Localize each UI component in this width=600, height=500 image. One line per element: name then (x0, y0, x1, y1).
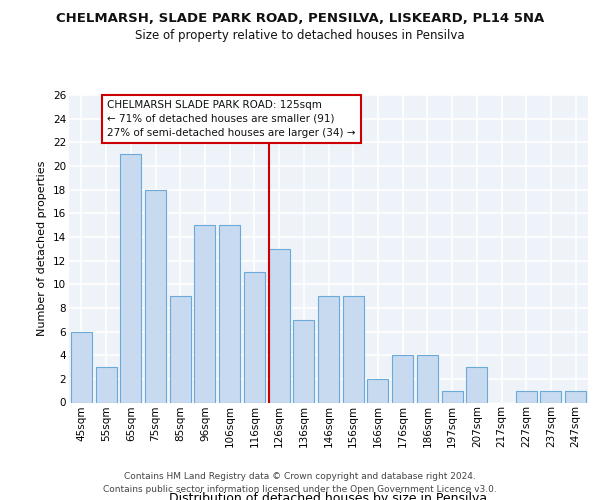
Bar (565, 390, 586, 402)
Bar (442, 390, 463, 402)
Bar (293, 320, 314, 402)
Bar (541, 390, 562, 402)
Bar (318, 296, 339, 403)
Bar (219, 225, 240, 402)
Bar (120, 154, 141, 402)
Bar (392, 355, 413, 403)
Bar (516, 390, 537, 402)
Text: Size of property relative to detached houses in Pensilva: Size of property relative to detached ho… (135, 29, 465, 42)
Bar (145, 190, 166, 402)
Bar (343, 296, 364, 403)
Text: Contains HM Land Registry data © Crown copyright and database right 2024.
Contai: Contains HM Land Registry data © Crown c… (103, 472, 497, 494)
Y-axis label: Number of detached properties: Number of detached properties (37, 161, 47, 336)
Text: CHELMARSH, SLADE PARK ROAD, PENSILVA, LISKEARD, PL14 5NA: CHELMARSH, SLADE PARK ROAD, PENSILVA, LI… (56, 12, 544, 26)
Text: CHELMARSH SLADE PARK ROAD: 125sqm
← 71% of detached houses are smaller (91)
27% : CHELMARSH SLADE PARK ROAD: 125sqm ← 71% … (107, 100, 356, 138)
Bar (170, 296, 191, 403)
Bar (194, 225, 215, 402)
Bar (466, 367, 487, 402)
Bar (71, 332, 92, 402)
Bar (417, 355, 438, 403)
Bar (244, 272, 265, 402)
Bar (95, 367, 116, 402)
X-axis label: Distribution of detached houses by size in Pensilva: Distribution of detached houses by size … (169, 492, 488, 500)
Bar (269, 248, 290, 402)
Bar (367, 379, 388, 402)
